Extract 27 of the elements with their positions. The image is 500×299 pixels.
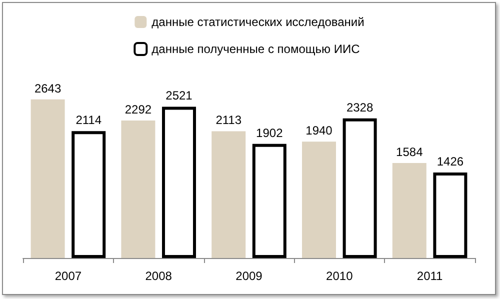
bar [72,131,106,258]
bar [433,172,468,258]
data-label: 2114 [76,113,102,128]
bar [212,131,246,258]
data-label: 1940 [306,124,333,138]
x-tick-label: 2008 [145,269,172,283]
bar [30,99,65,258]
data-label: 1426 [436,154,464,168]
bar [342,118,377,258]
data-label: 1902 [256,126,284,140]
data-label: 2643 [34,81,62,96]
data-label: 1584 [396,144,424,159]
bar [121,120,156,258]
bar [302,142,336,258]
bar [392,162,426,258]
legend-label: данные статистических исследований [152,15,364,29]
x-tick-label: 2010 [326,269,354,283]
data-label: 2292 [124,102,152,116]
bar [252,144,286,258]
bar [162,106,196,258]
x-tick-label: 2009 [236,269,263,283]
data-label: 2328 [346,100,374,114]
x-tick-label: 2011 [416,269,444,283]
legend-label: данные полученные с помощью ИИС [152,42,360,56]
x-tick-label: 2007 [54,269,82,283]
data-label: 2113 [216,113,242,128]
data-label: 2521 [166,88,193,103]
